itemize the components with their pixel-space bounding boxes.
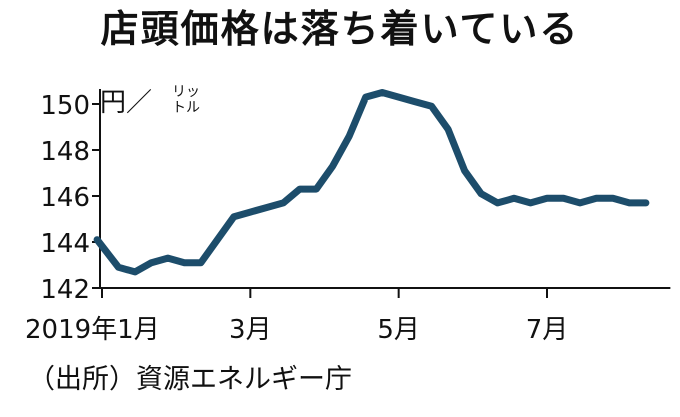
data-point-0-6 bbox=[197, 259, 204, 266]
y-tick-label-144: 144 bbox=[40, 229, 90, 259]
data-point-0-21 bbox=[445, 126, 452, 133]
unit-label: 円／ リッ トル bbox=[100, 84, 200, 118]
x-tick-label-1: 3月 bbox=[229, 315, 272, 345]
data-point-0-19 bbox=[412, 98, 419, 105]
data-point-0-33 bbox=[642, 199, 649, 206]
data-point-0-16 bbox=[362, 94, 369, 101]
data-point-0-15 bbox=[346, 133, 353, 140]
data-point-0-20 bbox=[428, 103, 435, 110]
y-tick-label-148: 148 bbox=[40, 137, 90, 167]
chart-title: 店頭価格は落ち着いている bbox=[100, 7, 580, 51]
unit-label-sub-1: リッ bbox=[172, 84, 200, 100]
data-point-0-22 bbox=[461, 167, 468, 174]
data-point-0-3 bbox=[148, 259, 155, 266]
unit-label-main: 円／ bbox=[100, 88, 152, 118]
x-tick-label-2: 5月 bbox=[377, 315, 420, 345]
source-note: （出所）資源エネルギー庁 bbox=[28, 364, 352, 395]
data-point-0-29 bbox=[577, 199, 583, 206]
data-point-0-13 bbox=[313, 186, 320, 193]
data-point-0-23 bbox=[478, 190, 485, 197]
chart-axes bbox=[92, 89, 671, 298]
x-tick-label-0: 2019年1月 bbox=[25, 315, 160, 345]
data-point-0-24 bbox=[494, 199, 501, 206]
data-point-0-0 bbox=[94, 236, 101, 243]
y-tick-label-150: 150 bbox=[40, 91, 90, 121]
data-point-0-12 bbox=[296, 186, 303, 193]
data-point-0-25 bbox=[511, 195, 517, 202]
data-point-0-5 bbox=[181, 259, 188, 266]
data-point-0-8 bbox=[230, 213, 237, 220]
data-point-0-11 bbox=[280, 199, 287, 206]
data-point-0-9 bbox=[247, 209, 254, 216]
data-point-0-31 bbox=[609, 195, 616, 202]
y-tick-label-146: 146 bbox=[40, 183, 90, 213]
data-point-0-32 bbox=[626, 199, 633, 206]
data-point-0-4 bbox=[164, 255, 171, 262]
y-tick-labels: 142 144 146 148 150 bbox=[40, 91, 90, 305]
data-point-0-18 bbox=[395, 94, 402, 101]
data-point-0-1 bbox=[115, 264, 122, 271]
x-tick-label-3: 7月 bbox=[526, 315, 569, 345]
y-tick-label-142: 142 bbox=[40, 275, 90, 305]
series-group bbox=[93, 89, 650, 276]
data-point-0-30 bbox=[593, 195, 600, 202]
data-point-0-10 bbox=[263, 204, 270, 211]
data-point-0-14 bbox=[329, 163, 336, 170]
data-point-0-26 bbox=[527, 199, 534, 206]
data-point-0-7 bbox=[214, 236, 221, 243]
data-point-0-28 bbox=[560, 195, 567, 202]
data-point-0-2 bbox=[132, 268, 138, 275]
unit-label-sub-2: トル bbox=[172, 100, 200, 116]
x-tick-labels: 2019年1月 3月 5月 7月 bbox=[25, 315, 568, 345]
series-line-0 bbox=[93, 89, 650, 276]
data-point-0-17 bbox=[379, 89, 386, 96]
data-point-0-27 bbox=[544, 195, 550, 202]
